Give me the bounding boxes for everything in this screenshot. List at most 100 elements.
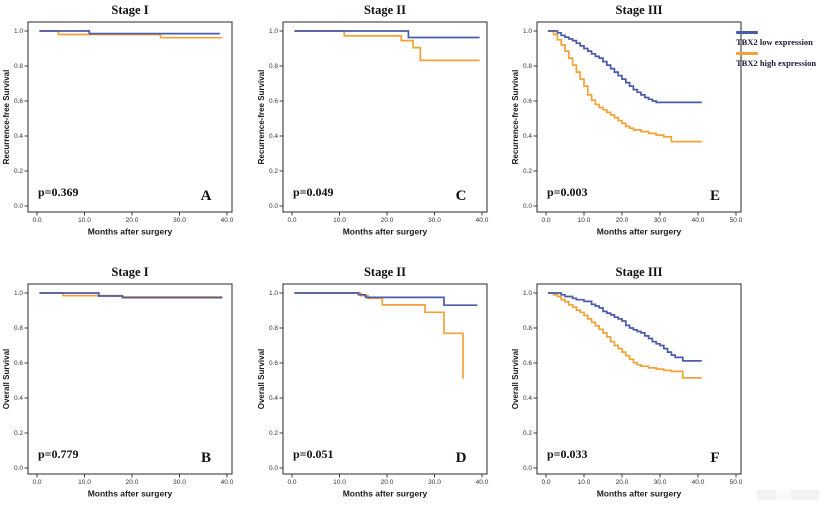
y-tick-label: 0.2 [523, 168, 532, 175]
y-tick-label: 0.8 [14, 63, 23, 70]
x-tick-label: 10.0 [578, 479, 591, 486]
y-tick-label: 0.4 [269, 395, 278, 402]
panel-stage1-os: Stage I 0.0 0.2 0.4 0.6 0.8 1.0 0.0 10.0 20.0 30.0… [0, 262, 250, 505]
y-tick-label: 0.4 [269, 133, 278, 140]
y-axis-label: Overall Survival [511, 349, 520, 409]
x-tick-label: 0.0 [32, 217, 41, 224]
survival-curve-low [39, 30, 220, 35]
panel-stage1-rfs: Stage I 0.0 0.2 0.4 0.6 0.8 1.0 0.0 10.0 20.0 30.0… [0, 0, 250, 250]
y-tick-label: 1.0 [523, 290, 532, 297]
plot-border [27, 21, 233, 213]
x-tick-label: 40.0 [476, 217, 489, 224]
p-value-label: p=0.779 [38, 447, 79, 461]
y-tick-label: 0.6 [269, 98, 278, 105]
y-tick-label: 0.4 [523, 395, 532, 402]
survival-curve-high [547, 292, 702, 379]
legend-label-low: TBX2 low expression [736, 37, 813, 47]
survival-plot-F: Stage III 0.0 0.2 0.4 0.6 0.8 1.0 0.0 10.0 20.0 30… [511, 265, 743, 499]
y-tick-label: 0.2 [523, 430, 532, 437]
survival-curve-high [547, 30, 702, 143]
x-tick-label: 20.0 [126, 479, 139, 486]
x-axis-label: Months after surgery [88, 227, 173, 237]
y-tick-label: 1.0 [14, 28, 23, 35]
x-tick-label: 20.0 [616, 217, 629, 224]
y-tick-label: 0.0 [523, 203, 532, 210]
x-axis-label: Months after surgery [343, 489, 428, 499]
y-tick-label: 0.2 [269, 430, 278, 437]
y-axis-label: Overall Survival [257, 349, 266, 409]
panel-letter: C [456, 188, 467, 204]
survival-curve-low [294, 30, 480, 39]
p-value-label: p=0.003 [547, 185, 588, 199]
x-tick-label: 20.0 [616, 479, 629, 486]
legend-line-high-icon [736, 52, 758, 55]
x-tick-label: 10.0 [333, 217, 346, 224]
p-value-label: p=0.369 [38, 185, 79, 199]
panel-stage2-rfs: Stage II 0.0 0.2 0.4 0.6 0.8 1.0 0.0 10.0 20.0 30.… [255, 0, 505, 250]
plot-border [282, 283, 488, 475]
plot-border [536, 21, 742, 213]
plot-border [27, 283, 233, 475]
y-tick-label: 0.6 [14, 360, 23, 367]
survival-curve-low [39, 292, 223, 299]
panel-stage3-os: Stage III 0.0 0.2 0.4 0.6 0.8 1.0 0.0 10.0 20.0 30… [509, 262, 759, 505]
y-tick-label: 0.6 [14, 98, 23, 105]
legend-item-high: TBX2 high expression [736, 52, 825, 68]
y-tick-label: 0.2 [14, 168, 23, 175]
panel-title: Stage III [616, 3, 663, 17]
survival-plot-E: Stage III 0.0 0.2 0.4 0.6 0.8 1.0 0.0 10.0 20.0 30… [511, 3, 743, 237]
x-tick-label: 10.0 [578, 217, 591, 224]
y-tick-label: 0.8 [523, 325, 532, 332]
x-tick-label: 40.0 [476, 479, 489, 486]
x-tick-label: 0.0 [541, 217, 550, 224]
y-tick-label: 0.4 [14, 395, 23, 402]
x-tick-label: 50.0 [730, 479, 743, 486]
y-tick-label: 0.0 [14, 465, 23, 472]
y-tick-label: 0.2 [269, 168, 278, 175]
survival-plot-A: Stage I 0.0 0.2 0.4 0.6 0.8 1.0 0.0 10.0 20.0 30.0… [2, 3, 234, 237]
x-tick-label: 40.0 [221, 479, 234, 486]
plot-border [536, 283, 742, 475]
y-tick-label: 0.6 [523, 360, 532, 367]
x-tick-label: 30.0 [654, 479, 667, 486]
x-tick-label: 10.0 [78, 479, 91, 486]
y-tick-label: 0.6 [523, 98, 532, 105]
p-value-label: p=0.049 [293, 185, 334, 199]
panel-letter: F [710, 450, 719, 466]
x-tick-label: 20.0 [126, 217, 139, 224]
x-tick-label: 30.0 [173, 217, 186, 224]
x-tick-label: 10.0 [333, 479, 346, 486]
x-tick-label: 30.0 [173, 479, 186, 486]
y-tick-label: 1.0 [14, 290, 23, 297]
x-tick-label: 30.0 [654, 217, 667, 224]
x-tick-label: 40.0 [692, 479, 705, 486]
faint-corner-artifact [757, 490, 819, 500]
y-tick-label: 0.8 [269, 325, 278, 332]
panel-stage2-os: Stage II 0.0 0.2 0.4 0.6 0.8 1.0 0.0 10.0 20.0 30.… [255, 262, 505, 505]
x-tick-label: 0.0 [287, 479, 296, 486]
survival-plot-B: Stage I 0.0 0.2 0.4 0.6 0.8 1.0 0.0 10.0 20.0 30.0… [2, 265, 234, 499]
y-tick-label: 0.6 [269, 360, 278, 367]
x-tick-label: 0.0 [32, 479, 41, 486]
legend-label-high: TBX2 high expression [736, 58, 817, 68]
panel-title: Stage II [364, 3, 406, 17]
panel-stage3-rfs: Stage III 0.0 0.2 0.4 0.6 0.8 1.0 0.0 10.0 20.0 30… [509, 0, 759, 250]
x-tick-label: 0.0 [541, 479, 550, 486]
plot-border [282, 21, 488, 213]
legend-item-low: TBX2 low expression [736, 31, 825, 47]
legend: TBX2 low expression TBX2 high expression [736, 31, 825, 73]
panel-title: Stage I [111, 3, 148, 17]
y-axis-label: Recurrence-free Survival [2, 70, 11, 165]
x-tick-label: 30.0 [428, 217, 441, 224]
x-axis-label: Months after surgery [597, 489, 682, 499]
x-axis-label: Months after surgery [343, 227, 428, 237]
y-tick-label: 0.4 [523, 133, 532, 140]
panel-letter: D [456, 450, 467, 466]
y-tick-label: 1.0 [269, 28, 278, 35]
survival-curve-low [547, 30, 702, 104]
panel-letter: B [201, 450, 211, 466]
y-axis-label: Overall Survival [2, 349, 11, 409]
x-tick-label: 0.0 [287, 217, 296, 224]
x-tick-label: 40.0 [692, 217, 705, 224]
x-axis-label: Months after surgery [597, 227, 682, 237]
